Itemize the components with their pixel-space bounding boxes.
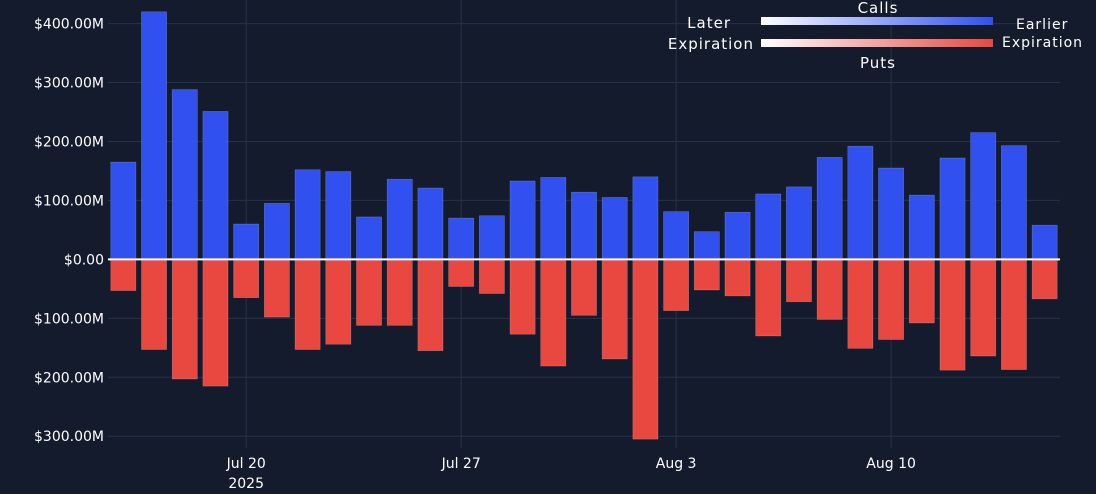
calls-bar [632, 176, 659, 260]
y-tick-label: $300.00M [34, 429, 104, 445]
puts-bar [908, 259, 935, 324]
puts-bar [509, 259, 536, 335]
calls-bar [693, 231, 720, 260]
calls-bar [141, 11, 167, 260]
y-tick-label: $100.00M [34, 193, 104, 209]
puts-bar [448, 259, 475, 287]
puts-bar [233, 259, 260, 298]
puts-bar [325, 259, 352, 345]
calls-bar [171, 89, 198, 260]
x-tick-year-label: 2025 [228, 476, 264, 492]
puts-bar [601, 259, 628, 360]
legend: Calls Puts Later Expiration Earlier Expi… [668, 0, 1083, 72]
calls-bar [233, 223, 260, 260]
calls-bar [325, 171, 352, 260]
puts-bar [141, 259, 167, 350]
calls-bar [417, 187, 444, 260]
grid [108, 0, 1060, 448]
puts-bar [202, 259, 229, 387]
puts-bar [693, 259, 720, 291]
puts-bar [663, 259, 690, 311]
calls-bar [478, 215, 505, 260]
legend-calls-label: Calls [858, 0, 899, 17]
calls-bar [755, 193, 782, 260]
puts-bar [171, 259, 198, 380]
calls-bar [908, 194, 935, 260]
puts-bar [724, 259, 751, 297]
puts-bar [632, 259, 659, 440]
puts-bar [540, 259, 567, 367]
puts-bar [847, 259, 874, 349]
puts-bar [1001, 259, 1027, 370]
calls-bar [356, 216, 382, 260]
calls-bar [816, 157, 843, 260]
calls-bar [110, 161, 137, 260]
puts-bar [1031, 259, 1058, 300]
y-tick-label: $100.00M [34, 311, 104, 327]
y-axis: $400.00M $300.00M $200.00M $100.00M $0.00 $10… [34, 17, 104, 446]
puts-bar [417, 259, 444, 352]
calls-bar [448, 217, 475, 260]
x-axis: Jul 20 2025 Jul 27 Aug 3 Aug 10 [226, 456, 916, 492]
y-tick-label: $400.00M [34, 17, 104, 33]
puts-bar [110, 259, 137, 291]
puts-bar [264, 259, 290, 318]
calls-bar [1001, 145, 1027, 260]
y-tick-label: $0.00 [64, 252, 104, 268]
y-tick-label: $200.00M [34, 134, 104, 150]
puts-bar [386, 259, 413, 326]
calls-bar [786, 186, 812, 260]
legend-puts-label: Puts [860, 54, 896, 72]
puts-bar [478, 259, 505, 294]
x-tick-label: Jul 27 [441, 456, 481, 472]
bars [110, 11, 1058, 440]
calls-bar [724, 211, 751, 260]
calls-bar [202, 111, 229, 260]
calls-bar [386, 178, 413, 260]
x-tick-label: Aug 3 [656, 456, 697, 472]
calls-bar [663, 211, 690, 260]
puts-bar [294, 259, 321, 350]
calls-bar [294, 169, 321, 260]
puts-bar [816, 259, 843, 320]
y-tick-label: $200.00M [34, 370, 104, 386]
puts-bar [755, 259, 782, 337]
calls-bar [264, 203, 290, 260]
puts-bar [970, 259, 997, 357]
legend-puts-gradient [761, 39, 993, 47]
calls-bar [878, 167, 904, 260]
calls-bar [847, 145, 874, 260]
calls-bar [1031, 224, 1058, 260]
puts-bar [356, 259, 382, 326]
puts-bar [571, 259, 597, 316]
calls-bar [601, 197, 628, 260]
legend-later-expiration-label: Expiration [668, 35, 754, 53]
puts-bar [939, 259, 966, 371]
puts-bar [786, 259, 812, 303]
puts-bar [878, 259, 904, 340]
calls-bar [939, 157, 966, 260]
calls-bar [509, 180, 536, 260]
legend-later-label: Later [687, 14, 731, 32]
legend-earlier-expiration-label: Expiration [1002, 35, 1083, 51]
legend-calls-gradient [761, 17, 993, 25]
y-tick-label: $300.00M [34, 76, 104, 92]
x-tick-label: Aug 10 [866, 456, 916, 472]
calls-bar [571, 191, 597, 260]
calls-bar [540, 177, 567, 260]
calls-bar [970, 132, 997, 260]
x-tick-label: Jul 20 [226, 456, 266, 472]
legend-earlier-label: Earlier [1016, 17, 1068, 33]
